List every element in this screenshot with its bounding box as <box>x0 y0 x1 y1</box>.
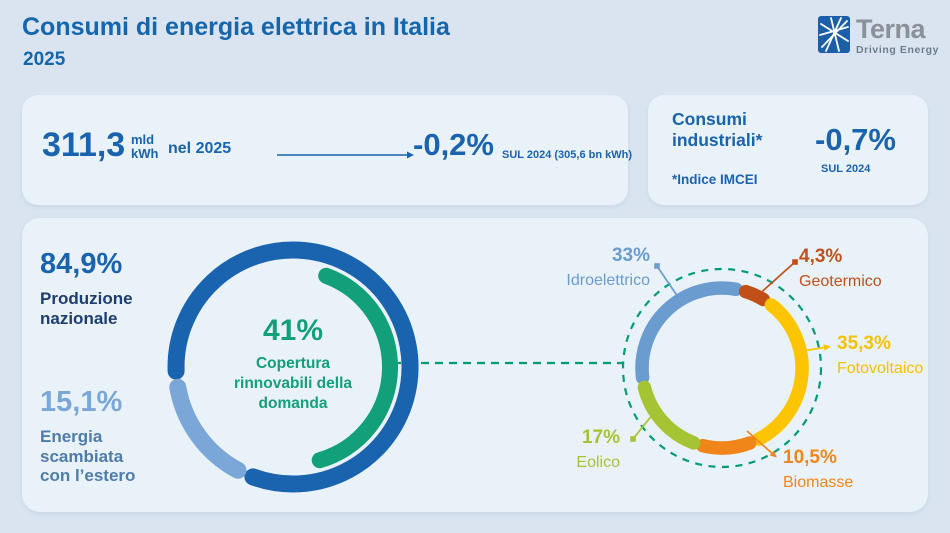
industrial-title-line2: industriali* <box>672 130 763 150</box>
label-eolico: 17% Eolico <box>576 427 620 471</box>
terna-tagline: Driving Energy <box>856 44 940 56</box>
national-production-value: 84,9% <box>40 248 123 280</box>
label-idroelettrico: 33% Idroelettrico <box>566 245 650 289</box>
industrial-delta: -0,7% <box>815 122 896 157</box>
total-consumption-delta-note: SUL 2024 (305,6 bn kWh) <box>502 149 633 161</box>
industrial-title: Consumi industriali* <box>672 109 762 151</box>
total-consumption-delta: -0,2% <box>413 127 494 162</box>
foreign-exchange-label: Energia scambiata con l’estero <box>40 427 136 485</box>
foreign-exchange-value: 15,1% <box>40 386 123 418</box>
page-year: 2025 <box>23 49 66 70</box>
industrial-consumption-card <box>648 95 928 205</box>
industrial-title-line1: Consumi <box>672 109 747 129</box>
total-consumption-period: nel 2025 <box>168 140 232 157</box>
total-consumption-card <box>22 95 628 205</box>
label-geotermico: 4,3% Geotermico <box>799 246 882 290</box>
total-consumption-unit: mld kWh <box>131 133 158 161</box>
foreign-exchange-stat: 15,1% Energia scambiata con l’estero <box>40 386 135 486</box>
unit-line-kwh: kWh <box>131 146 159 161</box>
renewables-coverage-text: Copertura rinnovabili della domanda <box>234 355 352 412</box>
terna-name: Terna <box>856 14 926 44</box>
terna-wordmark: Terna Driving Energy <box>856 16 939 56</box>
page-title: Consumi di energia elettrica in Italia <box>22 13 450 41</box>
industrial-footnote: *Indice IMCEI <box>672 172 758 187</box>
terna-logo: Terna Driving Energy <box>818 16 939 56</box>
total-consumption-value: 311,3 <box>42 126 126 164</box>
label-fotovoltaico: 35,3% Fotovoltaico <box>837 333 924 377</box>
industrial-delta-note: SUL 2024 <box>821 163 871 175</box>
terna-logo-icon <box>818 16 850 53</box>
renewables-coverage-center-label: 41% Copertura rinnovabili della domanda <box>193 314 393 414</box>
national-production-label: Produzione nazionale <box>40 289 133 328</box>
label-biomasse: 10,5% Biomasse <box>783 447 854 491</box>
national-production-stat: 84,9% Produzione nazionale <box>40 248 133 328</box>
renewables-coverage-value: 41% <box>262 314 324 347</box>
unit-line-mld: mld <box>131 132 155 147</box>
